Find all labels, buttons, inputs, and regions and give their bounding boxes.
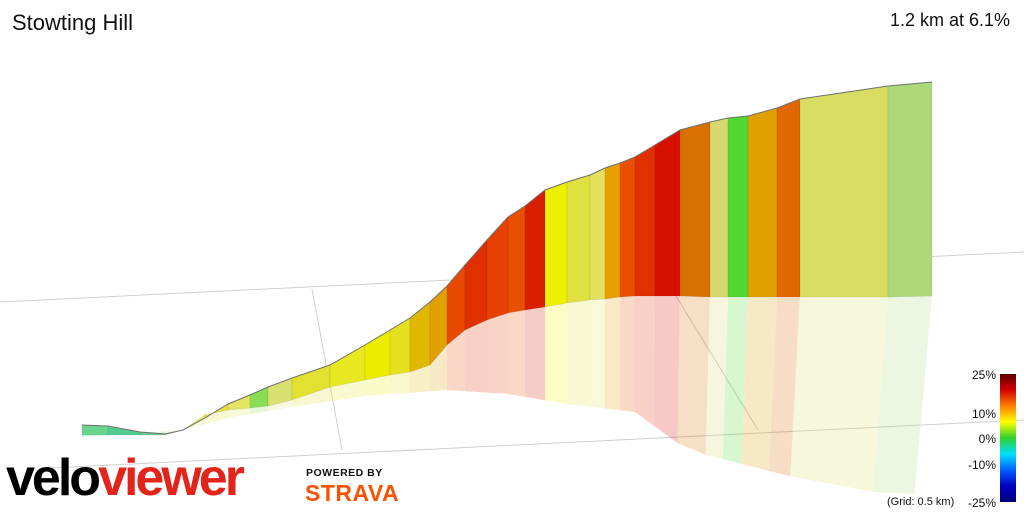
reflection-segment-7 — [228, 408, 250, 418]
reflection-segment-13 — [390, 372, 410, 395]
profile-segment-23 — [589, 167, 606, 301]
profile-segment-29 — [709, 117, 729, 298]
profile-segment-30 — [727, 115, 749, 298]
legend-label-0: 0% — [978, 432, 996, 446]
profile-segment-34 — [887, 81, 933, 298]
powered-by-label: POWERED BY — [306, 467, 383, 479]
grid-line-front — [49, 419, 1024, 469]
profile-segment-14 — [409, 301, 431, 373]
reflection-segment-34 — [873, 296, 932, 494]
profile-segment-13 — [389, 317, 411, 376]
reflection-segment-16 — [447, 330, 465, 392]
profile-segment-28 — [679, 121, 711, 298]
profile-segment-22 — [566, 174, 591, 304]
reflection-segment-10 — [292, 387, 330, 407]
profile-segment-17 — [464, 239, 488, 331]
profile-segment-31 — [747, 107, 778, 298]
reflection-segment-12 — [365, 375, 390, 396]
profile-segment-26 — [634, 144, 656, 297]
segment-summary: 1.2 km at 6.1% — [889, 10, 1010, 30]
logo-text-viewer: viewer — [98, 449, 245, 507]
reflection-segment-26 — [635, 296, 655, 426]
legend-label-10: 10% — [971, 407, 996, 421]
reflection-segment-23 — [590, 299, 605, 409]
reflection-segment-33 — [790, 297, 888, 492]
reflection-segment-30 — [722, 297, 748, 464]
reflection-segment-31 — [741, 297, 777, 471]
profile-segment-21 — [544, 181, 568, 308]
reflection-segment-19 — [508, 310, 525, 397]
reflection-segment-32 — [768, 297, 800, 477]
reflection-segment-8 — [250, 406, 268, 415]
logo-text-velo: velo — [6, 449, 101, 507]
reflection-segment-9 — [268, 400, 292, 412]
reflection-segment-27 — [654, 296, 680, 444]
reflection-segment-14 — [410, 365, 430, 393]
profile-segment-20 — [524, 189, 546, 311]
reflection-segment-17 — [465, 320, 487, 393]
profile-segment-32 — [776, 98, 801, 298]
reflection-segment-11 — [330, 380, 365, 402]
profile-segment-19 — [507, 205, 526, 314]
reflection-segment-20 — [525, 307, 545, 401]
reflection-segment-1 — [82, 435, 108, 437]
profile-segment-18 — [486, 216, 509, 321]
grid-scale-note: (Grid: 0.5 km) — [887, 496, 955, 508]
gradient-legend-bar — [1000, 374, 1016, 502]
reflection-segment-15 — [430, 345, 447, 392]
reflection-segment-24 — [605, 297, 620, 411]
segment-title: Stowting Hill — [12, 10, 134, 35]
reflection-segment-18 — [487, 313, 508, 394]
profile-segment-33 — [799, 85, 889, 298]
profile-reflection — [82, 296, 932, 494]
veloviewer-logo[interactable]: veloviewer — [6, 449, 245, 507]
reflection-segment-21 — [545, 303, 567, 404]
legend-label-25: 25% — [971, 368, 996, 382]
reflection-segment-28 — [677, 296, 710, 455]
profile-segments — [81, 81, 933, 436]
reflection-segment-25 — [620, 296, 635, 412]
reflection-segment-22 — [567, 300, 590, 407]
profile-segment-24 — [604, 162, 621, 300]
profile-segment-11 — [329, 344, 366, 388]
reflection-segment-29 — [705, 297, 728, 460]
legend-label-minus25: -25% — [967, 496, 996, 510]
legend-label-minus10: -10% — [967, 458, 996, 472]
strava-logo[interactable]: STRAVA — [305, 480, 400, 506]
profile-segment-27 — [654, 129, 681, 297]
grid-line-right — [675, 295, 759, 431]
profile-segment-1 — [81, 424, 109, 436]
profile-segment-25 — [619, 156, 636, 298]
reflection-segment-6 — [205, 410, 228, 425]
profile-segment-8 — [249, 386, 269, 409]
profile-ridge-line — [81, 81, 933, 435]
